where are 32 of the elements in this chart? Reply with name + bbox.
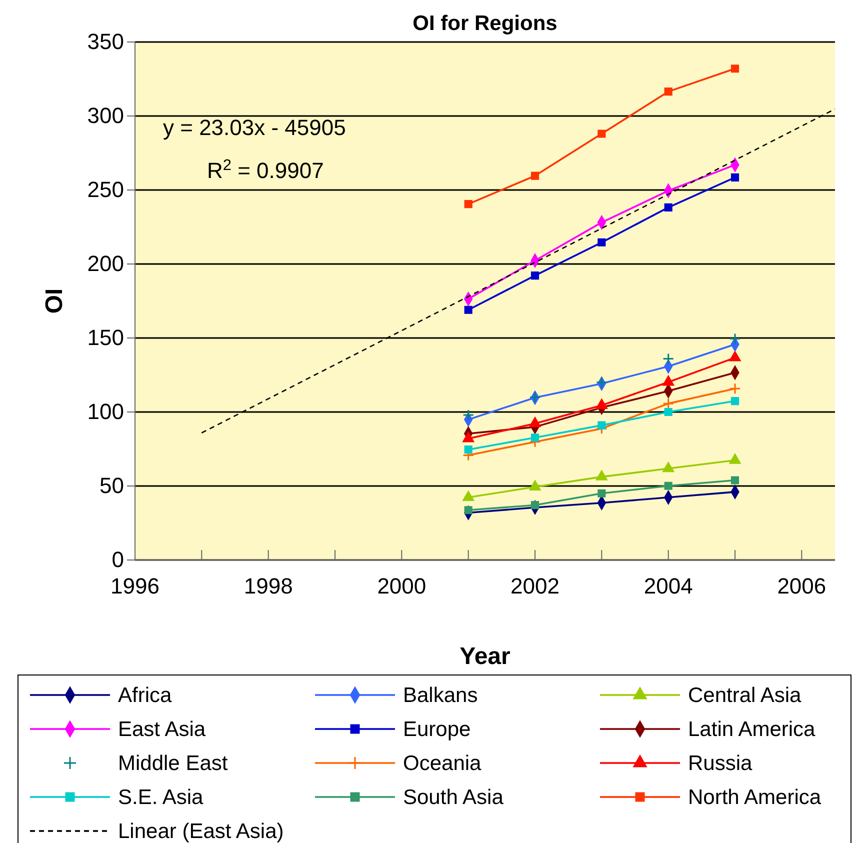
annotation: R$^{2}$ = 0.9907 (207, 156, 324, 183)
y-tick-label: 300 (87, 103, 124, 128)
x-axis-title: Year (460, 643, 510, 670)
legend-label: Linear (East Asia) (118, 820, 284, 843)
legend-label: Central Asia (688, 684, 802, 707)
legend-label: East Asia (118, 718, 206, 741)
x-tick-label: 1996 (110, 574, 160, 599)
y-tick-label: 0 (112, 547, 124, 572)
y-tick-label: 250 (87, 177, 124, 202)
legend-label: Europe (403, 718, 471, 741)
legend-label: Balkans (403, 684, 478, 707)
annotation: y = 23.03x - 45905 (163, 115, 346, 140)
y-axis-title: OI (41, 288, 68, 314)
y-tick-label: 200 (87, 251, 124, 276)
legend-label: North America (688, 786, 822, 809)
legend-label: Oceania (403, 752, 482, 775)
legend-label: South Asia (403, 786, 504, 809)
x-tick-label: 2006 (777, 574, 826, 599)
y-tick-label: 50 (100, 473, 124, 498)
y-tick-label: 150 (87, 325, 124, 350)
legend-label: S.E. Asia (118, 786, 204, 809)
legend-label: Latin America (688, 718, 816, 741)
x-tick-label: 2000 (377, 574, 426, 599)
chart-title: OI for Regions (412, 12, 558, 35)
legend-label: Middle East (118, 752, 228, 775)
x-tick-label: 2002 (510, 574, 560, 599)
x-tick-label: 2004 (644, 574, 693, 599)
legend-label: Russia (688, 752, 753, 775)
y-tick-label: 100 (87, 399, 124, 424)
y-tick-label: 350 (87, 29, 124, 54)
x-tick-label: 1998 (244, 574, 293, 599)
legend-label: Africa (118, 684, 172, 707)
